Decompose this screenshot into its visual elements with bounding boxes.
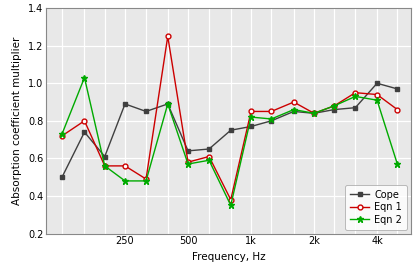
Cope — [122, 102, 127, 106]
X-axis label: Frequency, Hz: Frequency, Hz — [192, 252, 265, 262]
Eqn 2 — [102, 164, 107, 168]
Cope — [291, 110, 296, 113]
Eqn 2 — [228, 204, 233, 207]
Eqn 1 — [332, 104, 337, 107]
Eqn 1 — [375, 93, 380, 96]
Eqn 1 — [353, 91, 358, 94]
Eqn 1 — [165, 35, 170, 38]
Cope — [269, 119, 274, 122]
Eqn 2 — [249, 115, 254, 119]
Cope — [375, 82, 380, 85]
Eqn 1 — [312, 112, 317, 115]
Eqn 2 — [353, 95, 358, 98]
Cope — [165, 102, 170, 106]
Eqn 1 — [82, 119, 87, 122]
Eqn 2 — [165, 102, 170, 106]
Eqn 1 — [249, 110, 254, 113]
Eqn 1 — [59, 134, 64, 138]
Y-axis label: Absorption coefficient multiplier: Absorption coefficient multiplier — [12, 37, 22, 205]
Eqn 2 — [332, 104, 337, 107]
Cope — [82, 131, 87, 134]
Line: Eqn 2: Eqn 2 — [59, 74, 401, 209]
Eqn 2 — [186, 163, 190, 166]
Eqn 1 — [102, 164, 107, 168]
Eqn 1 — [144, 177, 149, 181]
Eqn 1 — [291, 101, 296, 104]
Legend: Cope, Eqn 1, Eqn 2: Cope, Eqn 1, Eqn 2 — [345, 185, 407, 230]
Cope — [144, 110, 149, 113]
Line: Eqn 1: Eqn 1 — [60, 34, 400, 202]
Eqn 2 — [269, 117, 274, 120]
Eqn 2 — [82, 76, 87, 79]
Cope — [186, 149, 190, 152]
Line: Cope: Cope — [60, 81, 400, 180]
Cope — [332, 108, 337, 111]
Cope — [207, 147, 212, 151]
Cope — [353, 106, 358, 109]
Eqn 2 — [375, 99, 380, 102]
Cope — [395, 87, 400, 90]
Eqn 1 — [122, 164, 127, 168]
Eqn 1 — [207, 155, 212, 158]
Eqn 1 — [269, 110, 274, 113]
Eqn 2 — [144, 179, 149, 182]
Eqn 2 — [395, 163, 400, 166]
Eqn 2 — [59, 132, 64, 136]
Eqn 1 — [228, 198, 233, 201]
Eqn 1 — [395, 108, 400, 111]
Cope — [312, 112, 317, 115]
Eqn 2 — [122, 179, 127, 182]
Cope — [59, 176, 64, 179]
Eqn 2 — [207, 159, 212, 162]
Eqn 2 — [312, 112, 317, 115]
Cope — [228, 129, 233, 132]
Cope — [102, 155, 107, 158]
Cope — [249, 125, 254, 128]
Eqn 2 — [291, 108, 296, 111]
Eqn 1 — [186, 161, 190, 164]
